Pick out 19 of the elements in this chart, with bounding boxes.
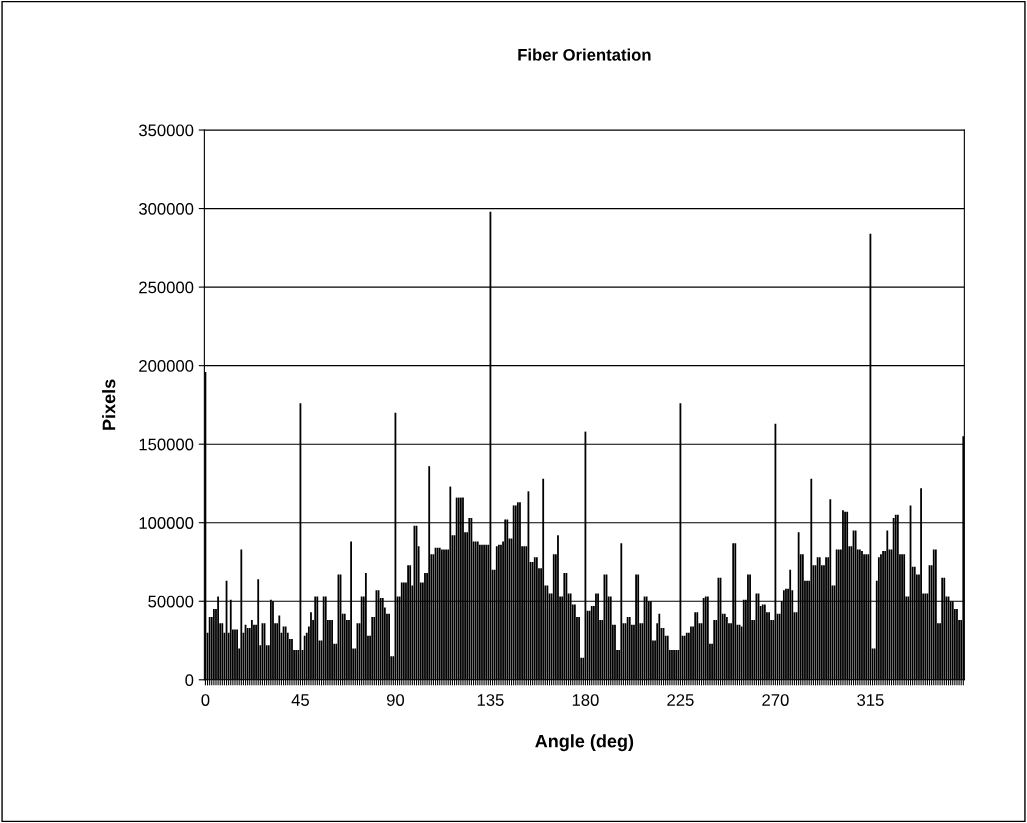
y-tick-label: 150000 <box>139 438 194 451</box>
y-tick-label: 350000 <box>138 124 194 137</box>
x-tick-label: 315 <box>857 694 884 706</box>
y-tick-label: 0 <box>185 674 194 686</box>
y-tick-label: 250000 <box>139 281 194 294</box>
x-tick-label: 0 <box>201 694 210 706</box>
x-tick-label: 45 <box>291 694 309 706</box>
y-axis-title: Pixels <box>102 379 116 430</box>
x-tick-label: 180 <box>572 694 599 706</box>
x-tick-label: 135 <box>477 694 504 706</box>
y-tick-label: 300000 <box>138 202 194 215</box>
x-tick-label: 90 <box>386 694 405 706</box>
chart-title: Fiber Orientation <box>518 48 651 61</box>
x-tick-label: 225 <box>667 694 694 706</box>
y-tick-label: 50000 <box>148 595 194 608</box>
x-axis-title: Angle (deg) <box>535 734 634 752</box>
y-tick-label: 100000 <box>139 517 194 529</box>
y-tick-label: 200000 <box>139 360 194 372</box>
x-tick-label: 270 <box>762 694 789 706</box>
